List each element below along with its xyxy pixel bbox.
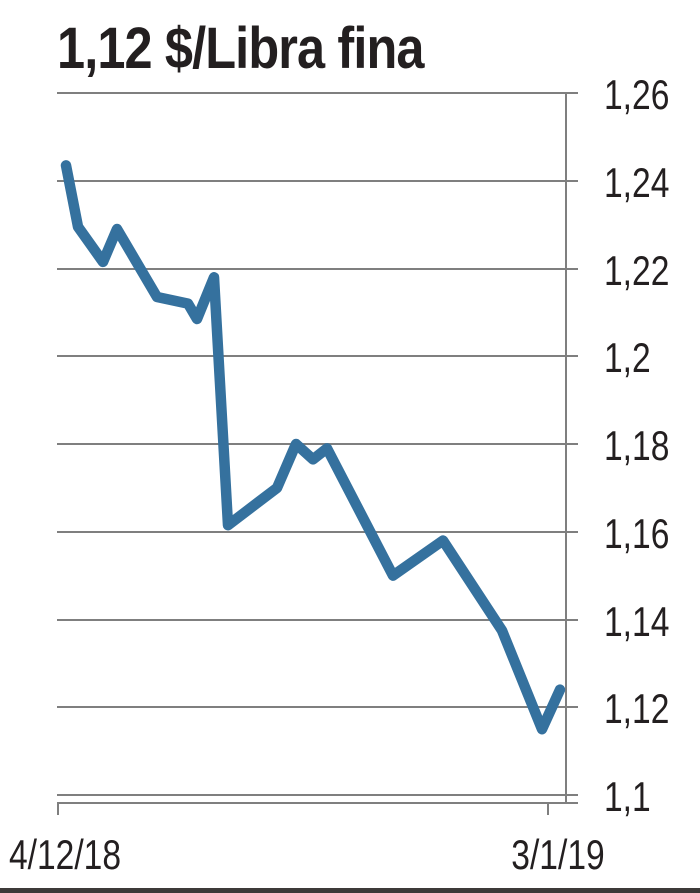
x-tick-label-start: 4/12/18 [8, 831, 122, 878]
y-tick-label: 1,2 [604, 334, 651, 382]
y-tick-label: 1,14 [604, 597, 670, 645]
gridline [57, 267, 578, 270]
price-line [60, 160, 566, 735]
gridline [57, 794, 578, 796]
y-tick-label: 1,12 [604, 685, 670, 733]
bottom-edge-bar [0, 888, 700, 893]
y-tick-label: 1,18 [604, 422, 670, 469]
chart-title: 1,12 $/Libra fina [57, 16, 424, 81]
y-tick-label: 1,24 [604, 158, 670, 206]
x-axis-tick-start [57, 802, 59, 815]
gridline [57, 355, 578, 358]
y-tick-label: 1,1 [604, 773, 651, 820]
gridline [57, 706, 578, 709]
gridline [57, 618, 578, 621]
gridline [57, 92, 578, 94]
gridline [57, 530, 578, 533]
y-tick-label: 1,22 [604, 246, 670, 294]
y-tick-label: 1,26 [604, 71, 670, 118]
y-axis-line [565, 92, 567, 804]
y-tick-label: 1,16 [604, 509, 670, 557]
x-tick-label-end: 3/1/19 [511, 831, 605, 878]
x-axis-line [57, 802, 578, 804]
gridline [57, 179, 578, 182]
gridline [57, 443, 578, 445]
x-axis-tick-end [547, 802, 549, 815]
